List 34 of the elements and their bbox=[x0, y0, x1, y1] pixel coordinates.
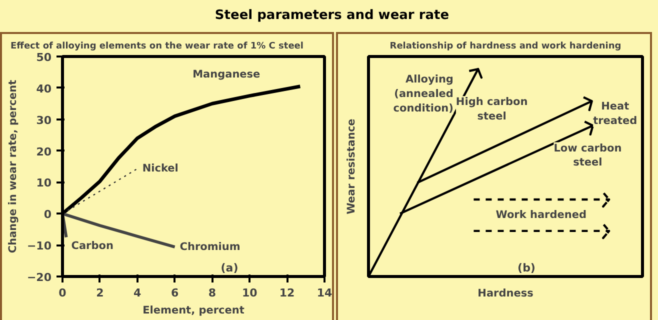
text: Hardness bbox=[478, 288, 534, 300]
text: High carbon steel bbox=[456, 96, 528, 122]
x-axis-title: Element, percent bbox=[142, 304, 244, 316]
y-tick-label: 20 bbox=[36, 145, 52, 158]
y-tick-label: 0 bbox=[44, 208, 52, 222]
y-tick-label: 10 bbox=[36, 176, 52, 190]
series-label: Manganese bbox=[192, 68, 260, 80]
y-axis-title: Change in wear rate, percent bbox=[6, 80, 19, 254]
x-tick-label: 12 bbox=[279, 286, 295, 300]
x-tick-label: 6 bbox=[170, 286, 179, 300]
x-tick-label: 10 bbox=[242, 286, 258, 300]
series-label: Carbon bbox=[71, 240, 114, 252]
chart-title: Effect of alloying elements on the wear rate of 1% C steel bbox=[10, 42, 304, 52]
x-tick-label: 8 bbox=[208, 286, 216, 300]
text: Alloying (annealed condition) bbox=[393, 74, 454, 114]
y-tick-label: −20 bbox=[26, 271, 52, 284]
x-tick-label: 4 bbox=[134, 286, 142, 300]
text: Relationship of hardness and work hardening bbox=[390, 42, 622, 52]
series-label: Nickel bbox=[142, 162, 178, 175]
x-tick-label: 0 bbox=[58, 286, 67, 300]
text: Heat treated bbox=[593, 100, 638, 127]
x-tick-label: 14 bbox=[316, 286, 332, 300]
y-tick-label: 40 bbox=[36, 82, 52, 96]
y-tick-label: −10 bbox=[26, 240, 52, 253]
text: Wear resistance bbox=[346, 118, 358, 214]
text: (b) bbox=[518, 262, 536, 274]
annotation: (a) bbox=[220, 262, 238, 274]
x-tick-label: 2 bbox=[96, 286, 104, 300]
series-label: Chromium bbox=[180, 240, 240, 253]
y-tick-label: 50 bbox=[36, 51, 52, 64]
y-tick-label: 30 bbox=[36, 114, 52, 127]
text: Steel parameters and wear rate bbox=[214, 7, 450, 25]
text: Low carbon steel bbox=[554, 142, 622, 169]
text: Work hardened bbox=[496, 208, 586, 221]
